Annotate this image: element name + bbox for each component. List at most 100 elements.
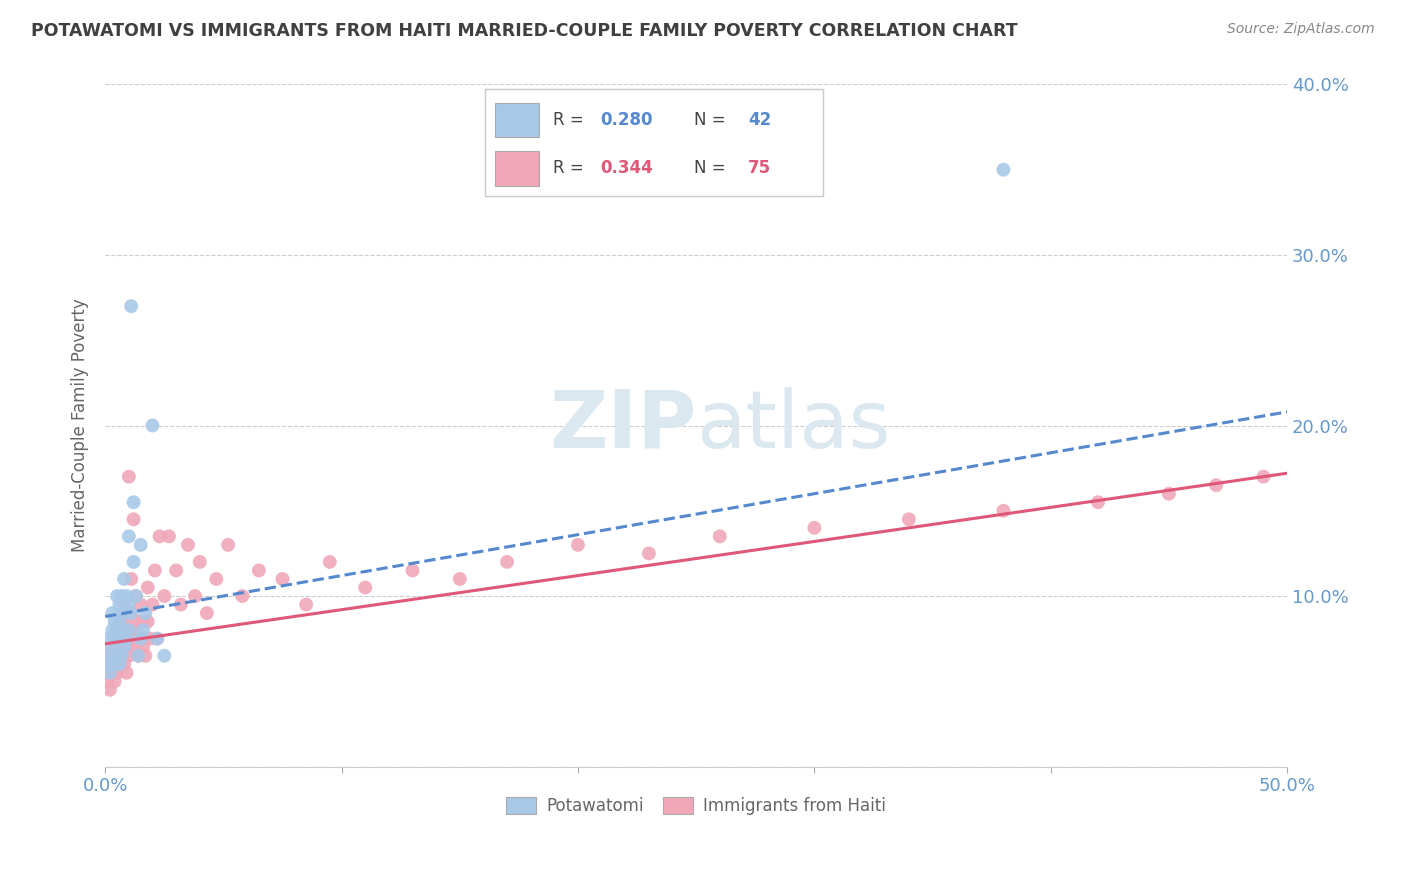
Point [134, 648, 156, 663]
Point [98, 648, 121, 663]
Point [129, 538, 152, 552]
Y-axis label: Married-Couple Family Poverty: Married-Couple Family Poverty [72, 299, 89, 552]
Point [134, 606, 156, 620]
Point [146, 632, 169, 646]
Point [120, 632, 142, 646]
Point [118, 648, 141, 663]
Text: R =: R = [553, 160, 589, 178]
Point [120, 606, 142, 620]
Point [897, 512, 920, 526]
Point [141, 598, 163, 612]
Point [129, 632, 152, 646]
Point [108, 657, 131, 672]
Text: 0.344: 0.344 [600, 160, 652, 178]
Point [111, 648, 134, 663]
Point [139, 632, 162, 646]
Point [127, 615, 149, 629]
Point [205, 572, 228, 586]
Point [115, 640, 138, 655]
Point [129, 598, 152, 612]
Point [101, 665, 124, 680]
Point [127, 648, 149, 663]
Point [111, 589, 134, 603]
Point [97, 648, 120, 663]
Point [105, 623, 128, 637]
Point [120, 606, 142, 620]
Point [101, 606, 124, 620]
Point [112, 606, 135, 620]
Text: 75: 75 [748, 160, 772, 178]
Point [170, 598, 193, 612]
Point [354, 581, 377, 595]
Point [115, 589, 138, 603]
Point [98, 657, 121, 672]
Point [101, 657, 124, 672]
Point [112, 632, 135, 646]
Point [1253, 469, 1275, 483]
Point [132, 615, 155, 629]
Point [115, 665, 138, 680]
Point [118, 623, 141, 637]
FancyBboxPatch shape [495, 152, 538, 186]
Point [118, 469, 141, 483]
Point [136, 581, 159, 595]
Point [118, 598, 141, 612]
Point [101, 640, 124, 655]
Legend: Potawatomi, Immigrants from Haiti: Potawatomi, Immigrants from Haiti [498, 789, 894, 823]
Point [98, 665, 121, 680]
Point [127, 648, 149, 663]
Point [1087, 495, 1109, 509]
Point [108, 632, 131, 646]
Point [120, 572, 142, 586]
Point [115, 632, 138, 646]
Point [153, 648, 176, 663]
Point [104, 657, 127, 672]
Point [108, 632, 131, 646]
Point [104, 632, 127, 646]
Point [195, 606, 218, 620]
Text: atlas: atlas [696, 386, 890, 465]
Point [184, 589, 207, 603]
Point [132, 640, 155, 655]
Point [401, 564, 423, 578]
Point [148, 529, 170, 543]
Point [112, 598, 135, 612]
Point [231, 589, 253, 603]
Point [112, 640, 135, 655]
Point [118, 529, 141, 543]
Point [105, 665, 128, 680]
Point [993, 162, 1015, 177]
Point [141, 418, 163, 433]
Point [319, 555, 342, 569]
Text: ZIP: ZIP [548, 386, 696, 465]
Point [165, 564, 187, 578]
Point [118, 623, 141, 637]
Point [132, 623, 155, 637]
Point [993, 504, 1015, 518]
Point [271, 572, 294, 586]
Point [122, 555, 145, 569]
Point [97, 657, 120, 672]
Point [143, 564, 166, 578]
Point [115, 615, 138, 629]
Point [104, 674, 127, 689]
Point [105, 589, 128, 603]
Point [97, 674, 120, 689]
Point [496, 555, 519, 569]
Point [122, 512, 145, 526]
Point [101, 640, 124, 655]
Point [157, 529, 180, 543]
FancyBboxPatch shape [495, 103, 538, 137]
Point [111, 615, 134, 629]
Text: 0.280: 0.280 [600, 112, 652, 129]
Point [125, 623, 148, 637]
Point [108, 657, 131, 672]
Point [105, 648, 128, 663]
Text: R =: R = [553, 112, 589, 129]
Point [153, 589, 176, 603]
Point [1205, 478, 1227, 492]
Text: Source: ZipAtlas.com: Source: ZipAtlas.com [1227, 22, 1375, 37]
Point [449, 572, 471, 586]
Text: POTAWATOMI VS IMMIGRANTS FROM HAITI MARRIED-COUPLE FAMILY POVERTY CORRELATION CH: POTAWATOMI VS IMMIGRANTS FROM HAITI MARR… [31, 22, 1018, 40]
Text: 42: 42 [748, 112, 772, 129]
